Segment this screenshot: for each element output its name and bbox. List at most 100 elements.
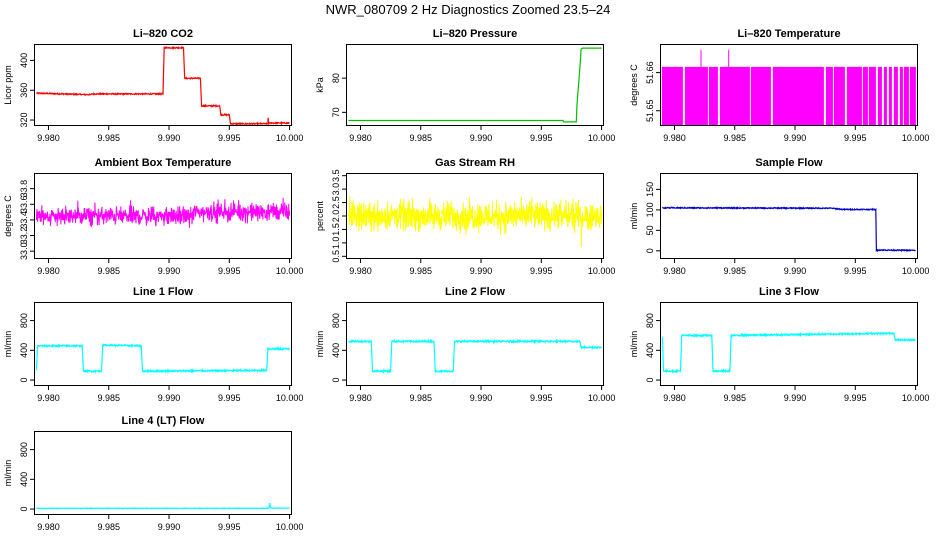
x-tick-label: 9.980 <box>349 133 372 143</box>
x-tick-label: 10.000 <box>902 393 930 403</box>
y-axis-label: percent <box>315 200 325 231</box>
series-line <box>348 338 602 374</box>
y-tick-label: 33.8 <box>19 180 29 198</box>
series-line <box>662 205 916 253</box>
x-tick-label: 9.990 <box>784 266 807 276</box>
y-tick-label: 0 <box>19 378 29 383</box>
chart-title: Li–820 Pressure <box>433 28 517 40</box>
y-tick-label: 0 <box>19 507 29 512</box>
data-marks <box>348 338 602 374</box>
data-marks <box>661 331 916 374</box>
data-marks <box>35 197 291 228</box>
x-tick-label: 10.000 <box>276 522 304 532</box>
y-tick-label: 70 <box>331 107 341 117</box>
chart-title: Line 1 Flow <box>133 286 193 298</box>
y-tick-label: 0.5 <box>331 250 341 263</box>
y-tick-label: 1.5 <box>331 223 341 236</box>
x-tick-label: 9.980 <box>349 266 372 276</box>
x-tick-label: 10.000 <box>276 393 304 403</box>
chart-li-820-temperature: Li–820 Temperature degrees C 9.980 9.985 9.9… <box>629 28 929 143</box>
x-tick-label: 9.995 <box>530 393 553 403</box>
y-tick-label: 400 <box>19 53 29 68</box>
x-tick-label: 9.985 <box>723 133 746 143</box>
plot-frame <box>346 173 604 259</box>
y-axis-label: ml/min <box>629 331 639 358</box>
y-tick-label: 51.66 <box>645 61 655 84</box>
series-line <box>347 196 603 247</box>
x-tick-label: 9.990 <box>158 133 181 143</box>
y-tick-label: 0 <box>645 248 655 253</box>
x-tick-label: 9.980 <box>349 393 372 403</box>
y-tick-label: 400 <box>645 343 655 358</box>
y-tick-label: 400 <box>19 343 29 358</box>
y-tick-label: 800 <box>19 313 29 328</box>
x-tick-label: 9.985 <box>409 393 432 403</box>
y-tick-label: 150 <box>645 182 655 197</box>
data-marks <box>348 47 602 123</box>
series-bars <box>661 49 916 126</box>
y-axis-label: ml/min <box>315 331 325 358</box>
x-tick-label: 9.990 <box>784 393 807 403</box>
x-tick-label: 9.985 <box>97 393 120 403</box>
plot-frame <box>34 44 292 126</box>
page-title: NWR_080709 2 Hz Diagnostics Zoomed 23.5–… <box>325 2 611 17</box>
x-tick-label: 9.985 <box>97 522 120 532</box>
plot-frame <box>346 302 604 386</box>
plot-frame <box>34 431 292 515</box>
y-tick-label: 360 <box>19 83 29 98</box>
x-tick-label: 9.980 <box>37 133 60 143</box>
x-tick-label: 9.990 <box>470 266 493 276</box>
x-tick-label: 9.995 <box>218 522 241 532</box>
x-tick-label: 9.985 <box>97 133 120 143</box>
y-tick-label: 400 <box>19 472 29 487</box>
x-tick-label: 9.995 <box>218 133 241 143</box>
x-tick-label: 10.000 <box>902 133 930 143</box>
x-tick-label: 9.990 <box>784 133 807 143</box>
plot-frame <box>660 302 918 386</box>
y-tick-label: 33.0 <box>19 242 29 260</box>
y-tick-label: 0 <box>645 378 655 383</box>
plot-frame <box>34 302 292 386</box>
chart-line-4-lt-flow: Line 4 (LT) Flow ml/min 9.980 9.985 9.990 9.9… <box>3 415 303 532</box>
x-tick-label: 10.000 <box>588 266 616 276</box>
x-tick-label: 10.000 <box>588 393 616 403</box>
x-tick-label: 9.995 <box>218 393 241 403</box>
chart-title: Line 4 (LT) Flow <box>122 415 205 427</box>
y-tick-label: 80 <box>331 73 341 83</box>
x-tick-label: 9.995 <box>844 266 867 276</box>
x-tick-label: 10.000 <box>276 266 304 276</box>
y-tick-label: 50 <box>645 225 655 235</box>
x-tick-label: 9.980 <box>663 266 686 276</box>
chart-sample-flow: Sample Flow ml/min 9.980 9.985 9.990 9.995 10.… <box>629 157 929 276</box>
y-tick-label: 33.6 <box>19 196 29 214</box>
series-line <box>36 45 290 126</box>
y-tick-label: 2.5 <box>331 196 341 209</box>
chart-title: Gas Stream RH <box>435 157 515 169</box>
data-marks <box>36 45 290 126</box>
x-tick-label: 9.990 <box>470 393 493 403</box>
data-marks <box>35 342 291 374</box>
x-tick-label: 9.990 <box>158 266 181 276</box>
y-tick-label: 1.0 <box>331 237 341 250</box>
chart-title: Ambient Box Temperature <box>95 157 232 169</box>
plot-frame <box>660 173 918 259</box>
x-tick-label: 9.985 <box>723 393 746 403</box>
y-axis-label: kPa <box>315 77 325 93</box>
y-tick-label: 3.0 <box>331 183 341 196</box>
chart-li-820-pressure: Li–820 Pressure kPa 9.980 9.985 9.990 9.995 10… <box>315 28 615 143</box>
data-marks <box>661 49 916 126</box>
x-tick-label: 9.980 <box>37 522 60 532</box>
y-tick-label: 400 <box>331 343 341 358</box>
x-tick-label: 10.000 <box>276 133 304 143</box>
plot-frame <box>34 173 292 259</box>
chart-title: Sample Flow <box>755 157 823 169</box>
series-line <box>35 342 291 374</box>
x-tick-label: 10.000 <box>588 133 616 143</box>
y-tick-label: 800 <box>19 442 29 457</box>
x-tick-label: 9.985 <box>723 266 746 276</box>
x-tick-label: 9.985 <box>409 133 432 143</box>
plot-frame <box>660 44 918 126</box>
series-line <box>661 331 916 374</box>
x-tick-label: 9.990 <box>470 133 493 143</box>
